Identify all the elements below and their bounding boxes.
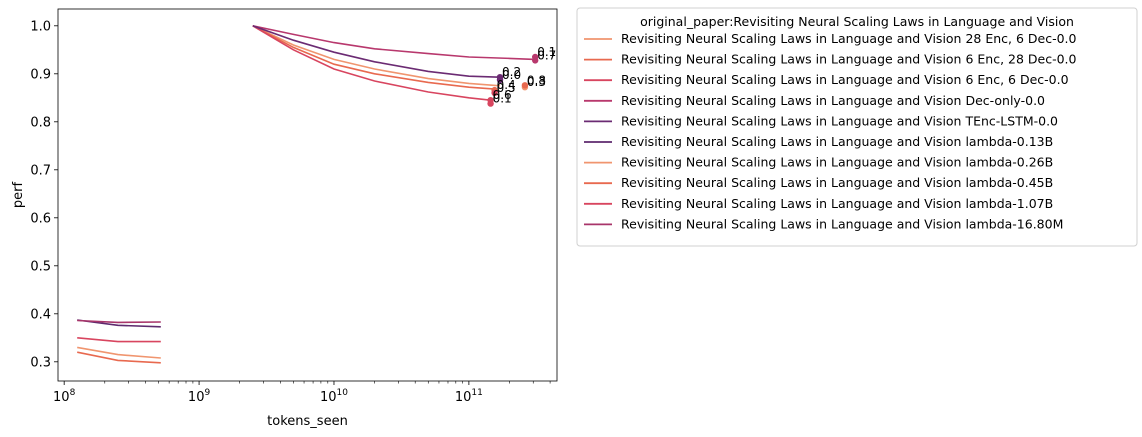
x-tick-label-2: 1010	[320, 388, 348, 405]
x-tick-label-1: 109	[188, 388, 211, 405]
data-label-6: 0.4	[497, 78, 516, 92]
legend-label-5: Revisiting Neural Scaling Laws in Langua…	[621, 134, 1053, 149]
data-label-9: 0.1	[493, 92, 512, 106]
series-line-3	[252, 25, 536, 61]
y-tick-label-5: 0.8	[30, 115, 51, 130]
data-label-7: 0.5	[497, 81, 516, 95]
legend-label-0: Revisiting Neural Scaling Laws in Langua…	[621, 31, 1077, 46]
legend-frame	[576, 7, 1138, 247]
legend: original_paper:Revisiting Neural Scaling…	[576, 7, 1138, 247]
legend-label-7: Revisiting Neural Scaling Laws in Langua…	[621, 175, 1053, 190]
series-line-1	[252, 25, 497, 90]
series-line-7	[77, 351, 161, 364]
data-label-8: 0.6	[493, 88, 512, 102]
legend-label-9: Revisiting Neural Scaling Laws in Langua…	[621, 216, 1063, 231]
data-label-3: 0.0	[502, 68, 521, 82]
y-tick-label-4: 0.7	[30, 163, 51, 178]
y-tick-label-1: 0.4	[30, 307, 51, 322]
x-tick-label-3: 1011	[455, 388, 483, 405]
series-line-4	[252, 25, 501, 78]
data-label-0: 0.7	[537, 48, 556, 62]
legend-title: original_paper:Revisiting Neural Scaling…	[640, 14, 1074, 29]
data-label-5: 0.8	[527, 73, 546, 87]
y-tick-label-7: 1.0	[30, 19, 51, 34]
y-tick-label-3: 0.6	[30, 211, 51, 226]
series-line-6	[77, 346, 161, 359]
data-label-4: 0.3	[527, 75, 546, 89]
plot-frame	[57, 8, 558, 382]
series-line-8	[77, 337, 161, 343]
series-line-2	[252, 25, 491, 101]
legend-label-1: Revisiting Neural Scaling Laws in Langua…	[621, 52, 1077, 67]
series-line-0	[252, 25, 501, 87]
legend-label-6: Revisiting Neural Scaling Laws in Langua…	[621, 155, 1053, 170]
data-label-1: 0.1	[537, 45, 556, 59]
series-line-9	[77, 319, 161, 324]
y-tick-label-6: 0.9	[30, 67, 51, 82]
x-axis-label: tokens_seen	[267, 414, 348, 429]
plot-area: 0.70.10.20.00.30.80.40.50.60.1	[77, 25, 556, 364]
y-tick-label-2: 0.5	[30, 259, 51, 274]
x-tick-label-0: 108	[53, 388, 76, 405]
y-tick-label-0: 0.3	[30, 355, 51, 370]
legend-label-4: Revisiting Neural Scaling Laws in Langua…	[621, 113, 1058, 128]
y-axis-label: perf	[11, 181, 26, 208]
legend-label-8: Revisiting Neural Scaling Laws in Langua…	[621, 196, 1053, 211]
data-label-2: 0.2	[502, 65, 521, 79]
data-point-5	[521, 82, 529, 89]
data-point-3	[496, 76, 504, 84]
legend-label-3: Revisiting Neural Scaling Laws in Langua…	[621, 93, 1045, 108]
legend-label-2: Revisiting Neural Scaling Laws in Langua…	[621, 72, 1069, 87]
data-point-7	[491, 89, 498, 97]
data-point-9	[487, 100, 494, 107]
data-point-1	[532, 53, 539, 61]
